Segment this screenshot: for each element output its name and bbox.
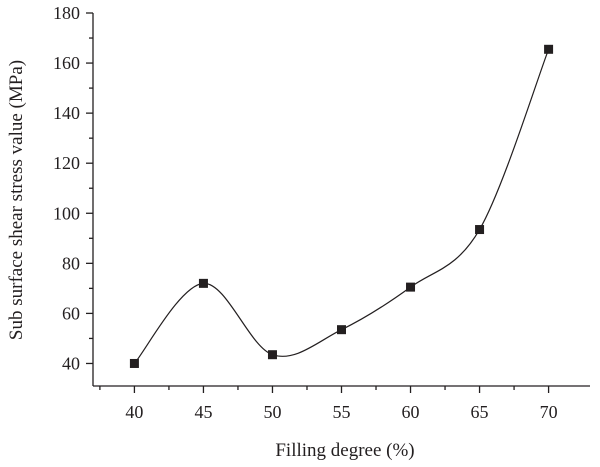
x-tick-label: 70 [540, 402, 558, 422]
y-tick-label: 120 [53, 153, 80, 173]
y-tick-label: 160 [53, 53, 80, 73]
data-point-70 [544, 44, 554, 54]
x-tick-label: 60 [402, 402, 420, 422]
x-tick-label: 55 [333, 402, 351, 422]
data-point-50 [267, 350, 277, 360]
plot-area: 40 60 80 100 120 140 160 180 40 45 50 55 60 65 70 [53, 3, 590, 422]
y-tick-label: 140 [53, 103, 80, 123]
data-point-60 [406, 282, 416, 292]
data-point-65 [475, 225, 485, 235]
y-tick-label: 40 [62, 353, 80, 373]
data-point-55 [337, 325, 346, 335]
x-axis-ticks: 40 45 50 55 60 65 70 [99, 386, 558, 422]
data-markers [129, 44, 554, 368]
y-tick-label: 60 [62, 303, 80, 323]
data-point-40 [129, 358, 139, 368]
x-tick-label: 65 [471, 402, 489, 422]
data-point-45 [198, 278, 208, 288]
y-axis-ticks: 40 60 80 100 120 140 160 180 [53, 3, 93, 373]
x-tick-label: 50 [263, 402, 281, 422]
y-axis-title: Sub surface shear stress value (MPa) [6, 60, 27, 340]
y-tick-label: 80 [62, 253, 80, 273]
series-line [133, 49, 550, 364]
x-axis-title: Filling degree (%) [275, 440, 414, 461]
x-tick-label: 40 [125, 402, 143, 422]
y-tick-label: 100 [53, 203, 80, 223]
y-tick-label: 180 [53, 3, 80, 23]
x-tick-label: 45 [194, 402, 212, 422]
